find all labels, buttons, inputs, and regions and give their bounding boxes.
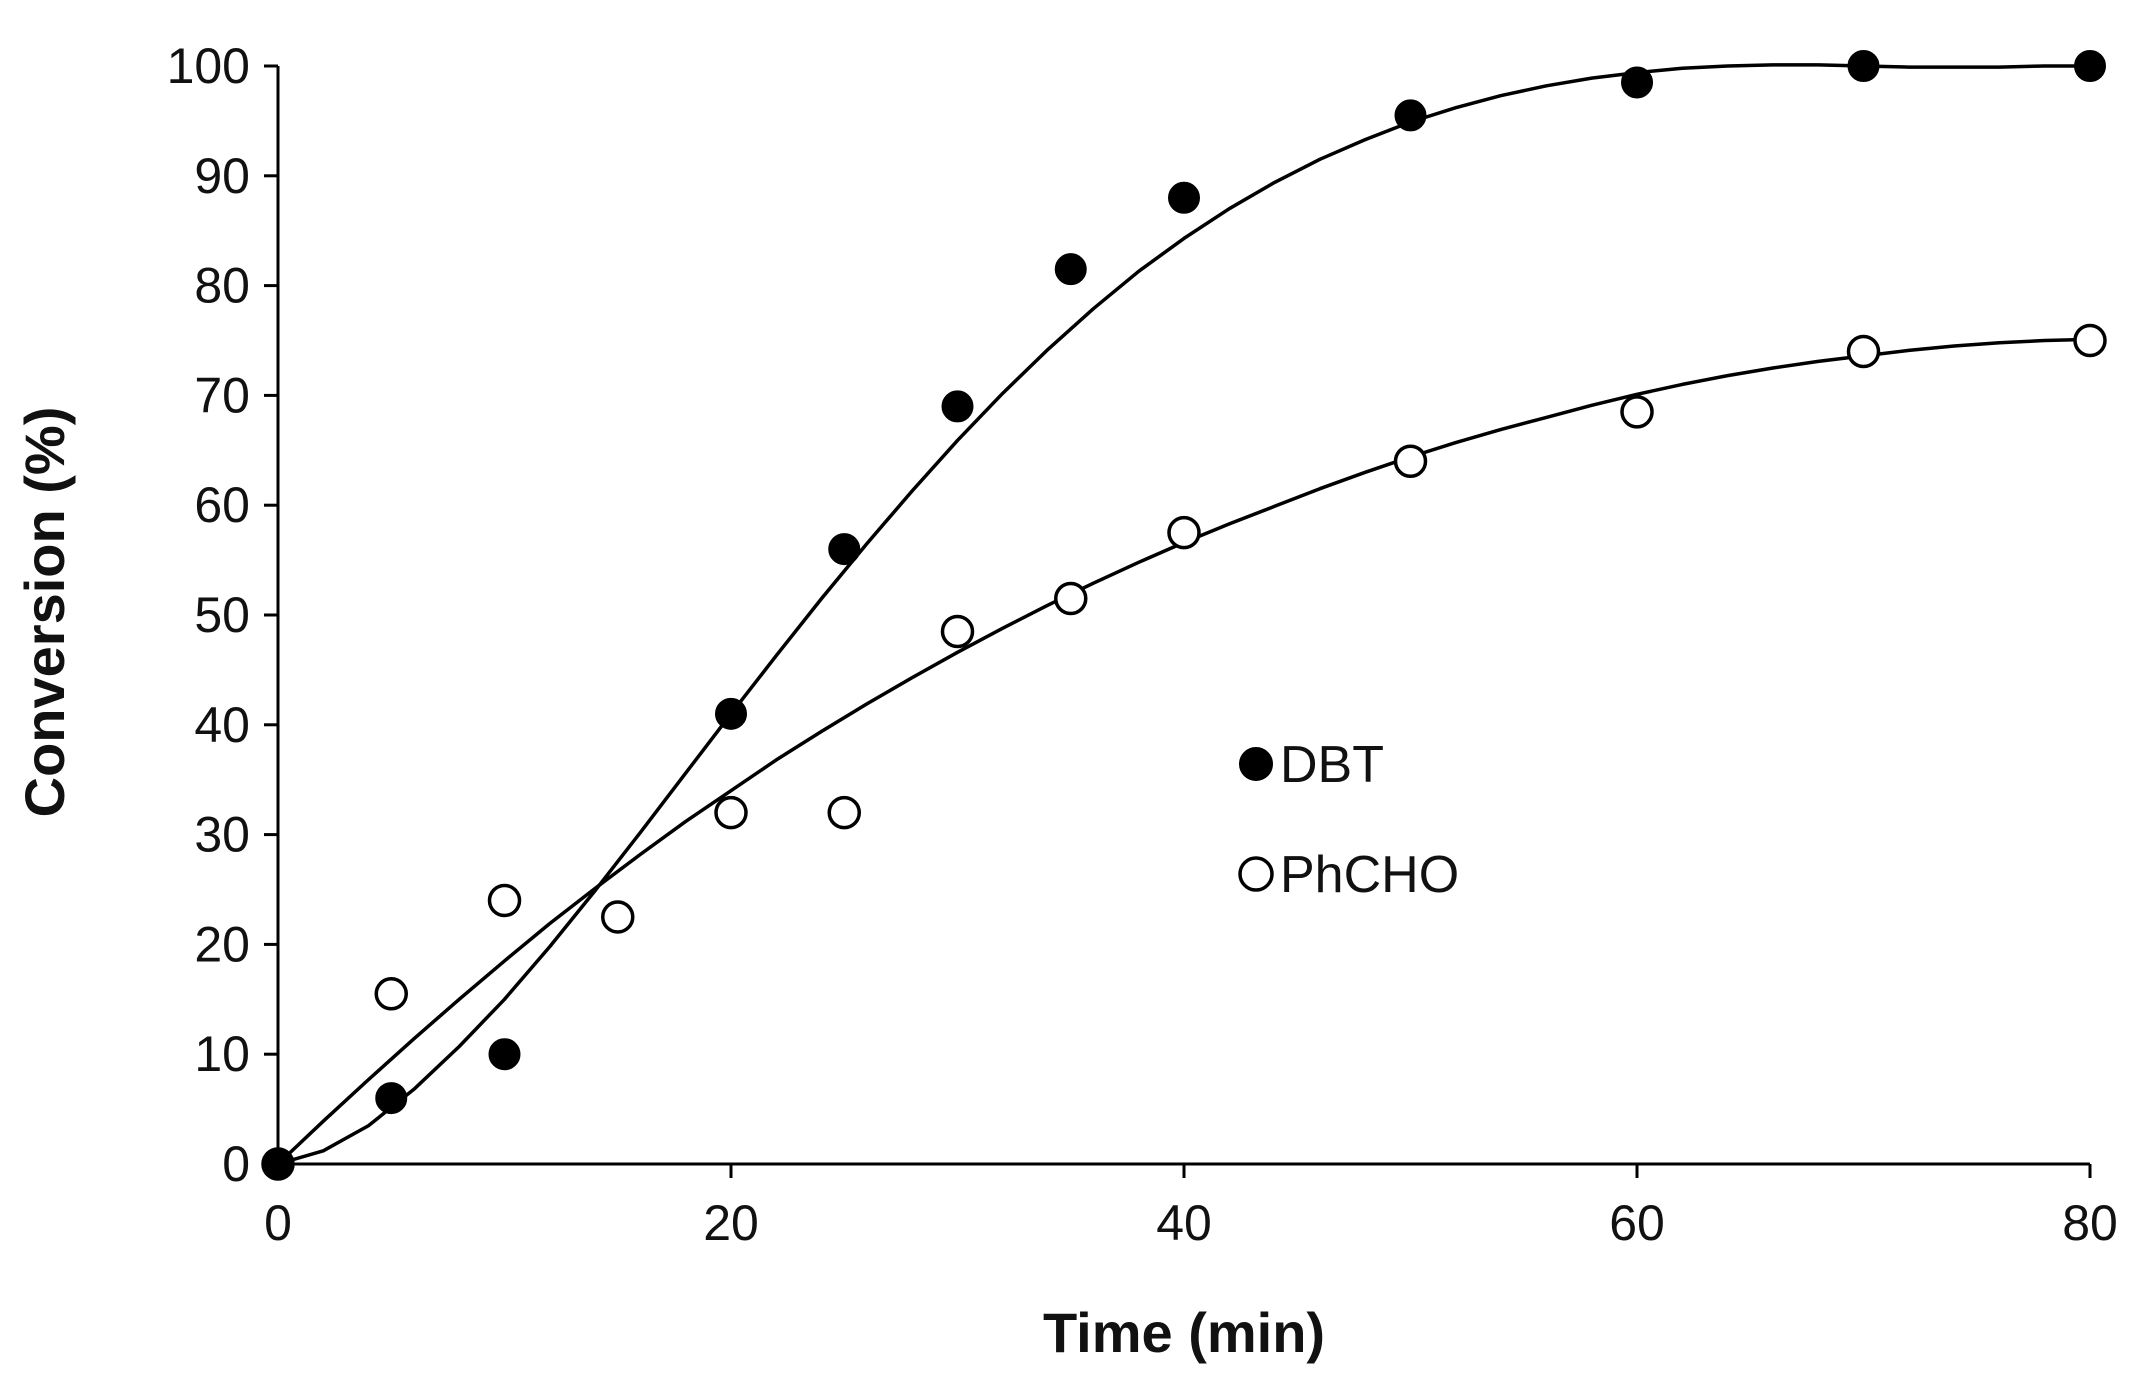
legend: DBT PhCHO (1238, 736, 1459, 904)
data-point-dbt (1847, 50, 1880, 82)
data-point-dbt (715, 697, 747, 730)
y-tick-label: 30 (194, 807, 250, 863)
x-axis-title: Time (min) (1043, 1301, 1325, 1364)
legend-marker-dbt (1239, 747, 1273, 781)
data-point-dbt (488, 1038, 521, 1071)
y-tick-label: 100 (167, 38, 250, 94)
y-tick-label: 0 (222, 1136, 250, 1192)
y-tick-label: 10 (194, 1026, 250, 1082)
data-point-dbt (375, 1082, 408, 1115)
y-tick-label: 80 (194, 258, 250, 314)
data-point-phcho (714, 795, 748, 830)
y-tick-label: 40 (194, 697, 250, 753)
data-point-phcho (940, 614, 975, 649)
x-tick-label: 80 (2062, 1195, 2118, 1251)
data-point-phcho (827, 795, 861, 830)
data-point-phcho (374, 977, 408, 1011)
y-tick-label: 90 (194, 148, 250, 204)
data-point-dbt (828, 533, 861, 566)
fit-curve-dbt (276, 63, 2092, 1166)
y-tick-label: 70 (194, 367, 250, 423)
data-point-dbt (2074, 50, 2106, 82)
legend-label-dbt: DBT (1280, 736, 1384, 794)
data-point-dbt (1168, 181, 1200, 214)
data-point-phcho (1167, 515, 1201, 550)
y-tick-label: 50 (194, 587, 250, 643)
data-point-phcho (1846, 334, 1881, 369)
plot-area (261, 50, 2107, 1181)
data-point-dbt (1054, 253, 1087, 286)
legend-label-phcho: PhCHO (1280, 846, 1459, 904)
data-point-phcho (487, 883, 522, 918)
legend-marker-phcho (1238, 856, 1274, 892)
y-tick-label: 60 (194, 477, 250, 533)
y-axis-title: Conversion (%) (13, 407, 76, 818)
y-tick-label: 20 (194, 916, 250, 972)
x-tick-label: 20 (703, 1195, 759, 1251)
x-tick-label: 0 (264, 1195, 292, 1251)
fit-curve-phcho (276, 337, 2092, 1166)
x-tick-label: 40 (1156, 1195, 1212, 1251)
data-point-dbt (941, 390, 974, 423)
x-tick-label: 60 (1609, 1195, 1665, 1251)
data-point-dbt (1621, 66, 1653, 99)
data-point-phcho (1393, 444, 1428, 479)
axes: 0 10 20 30 40 50 60 70 80 90 100 0 20 40 60 80 (167, 38, 2118, 1251)
data-point-phcho (1054, 581, 1088, 616)
data-point-phcho (601, 900, 635, 934)
data-point-phcho (2073, 323, 2107, 358)
data-point-phcho (1620, 395, 1654, 429)
data-point-dbt (1394, 99, 1427, 132)
